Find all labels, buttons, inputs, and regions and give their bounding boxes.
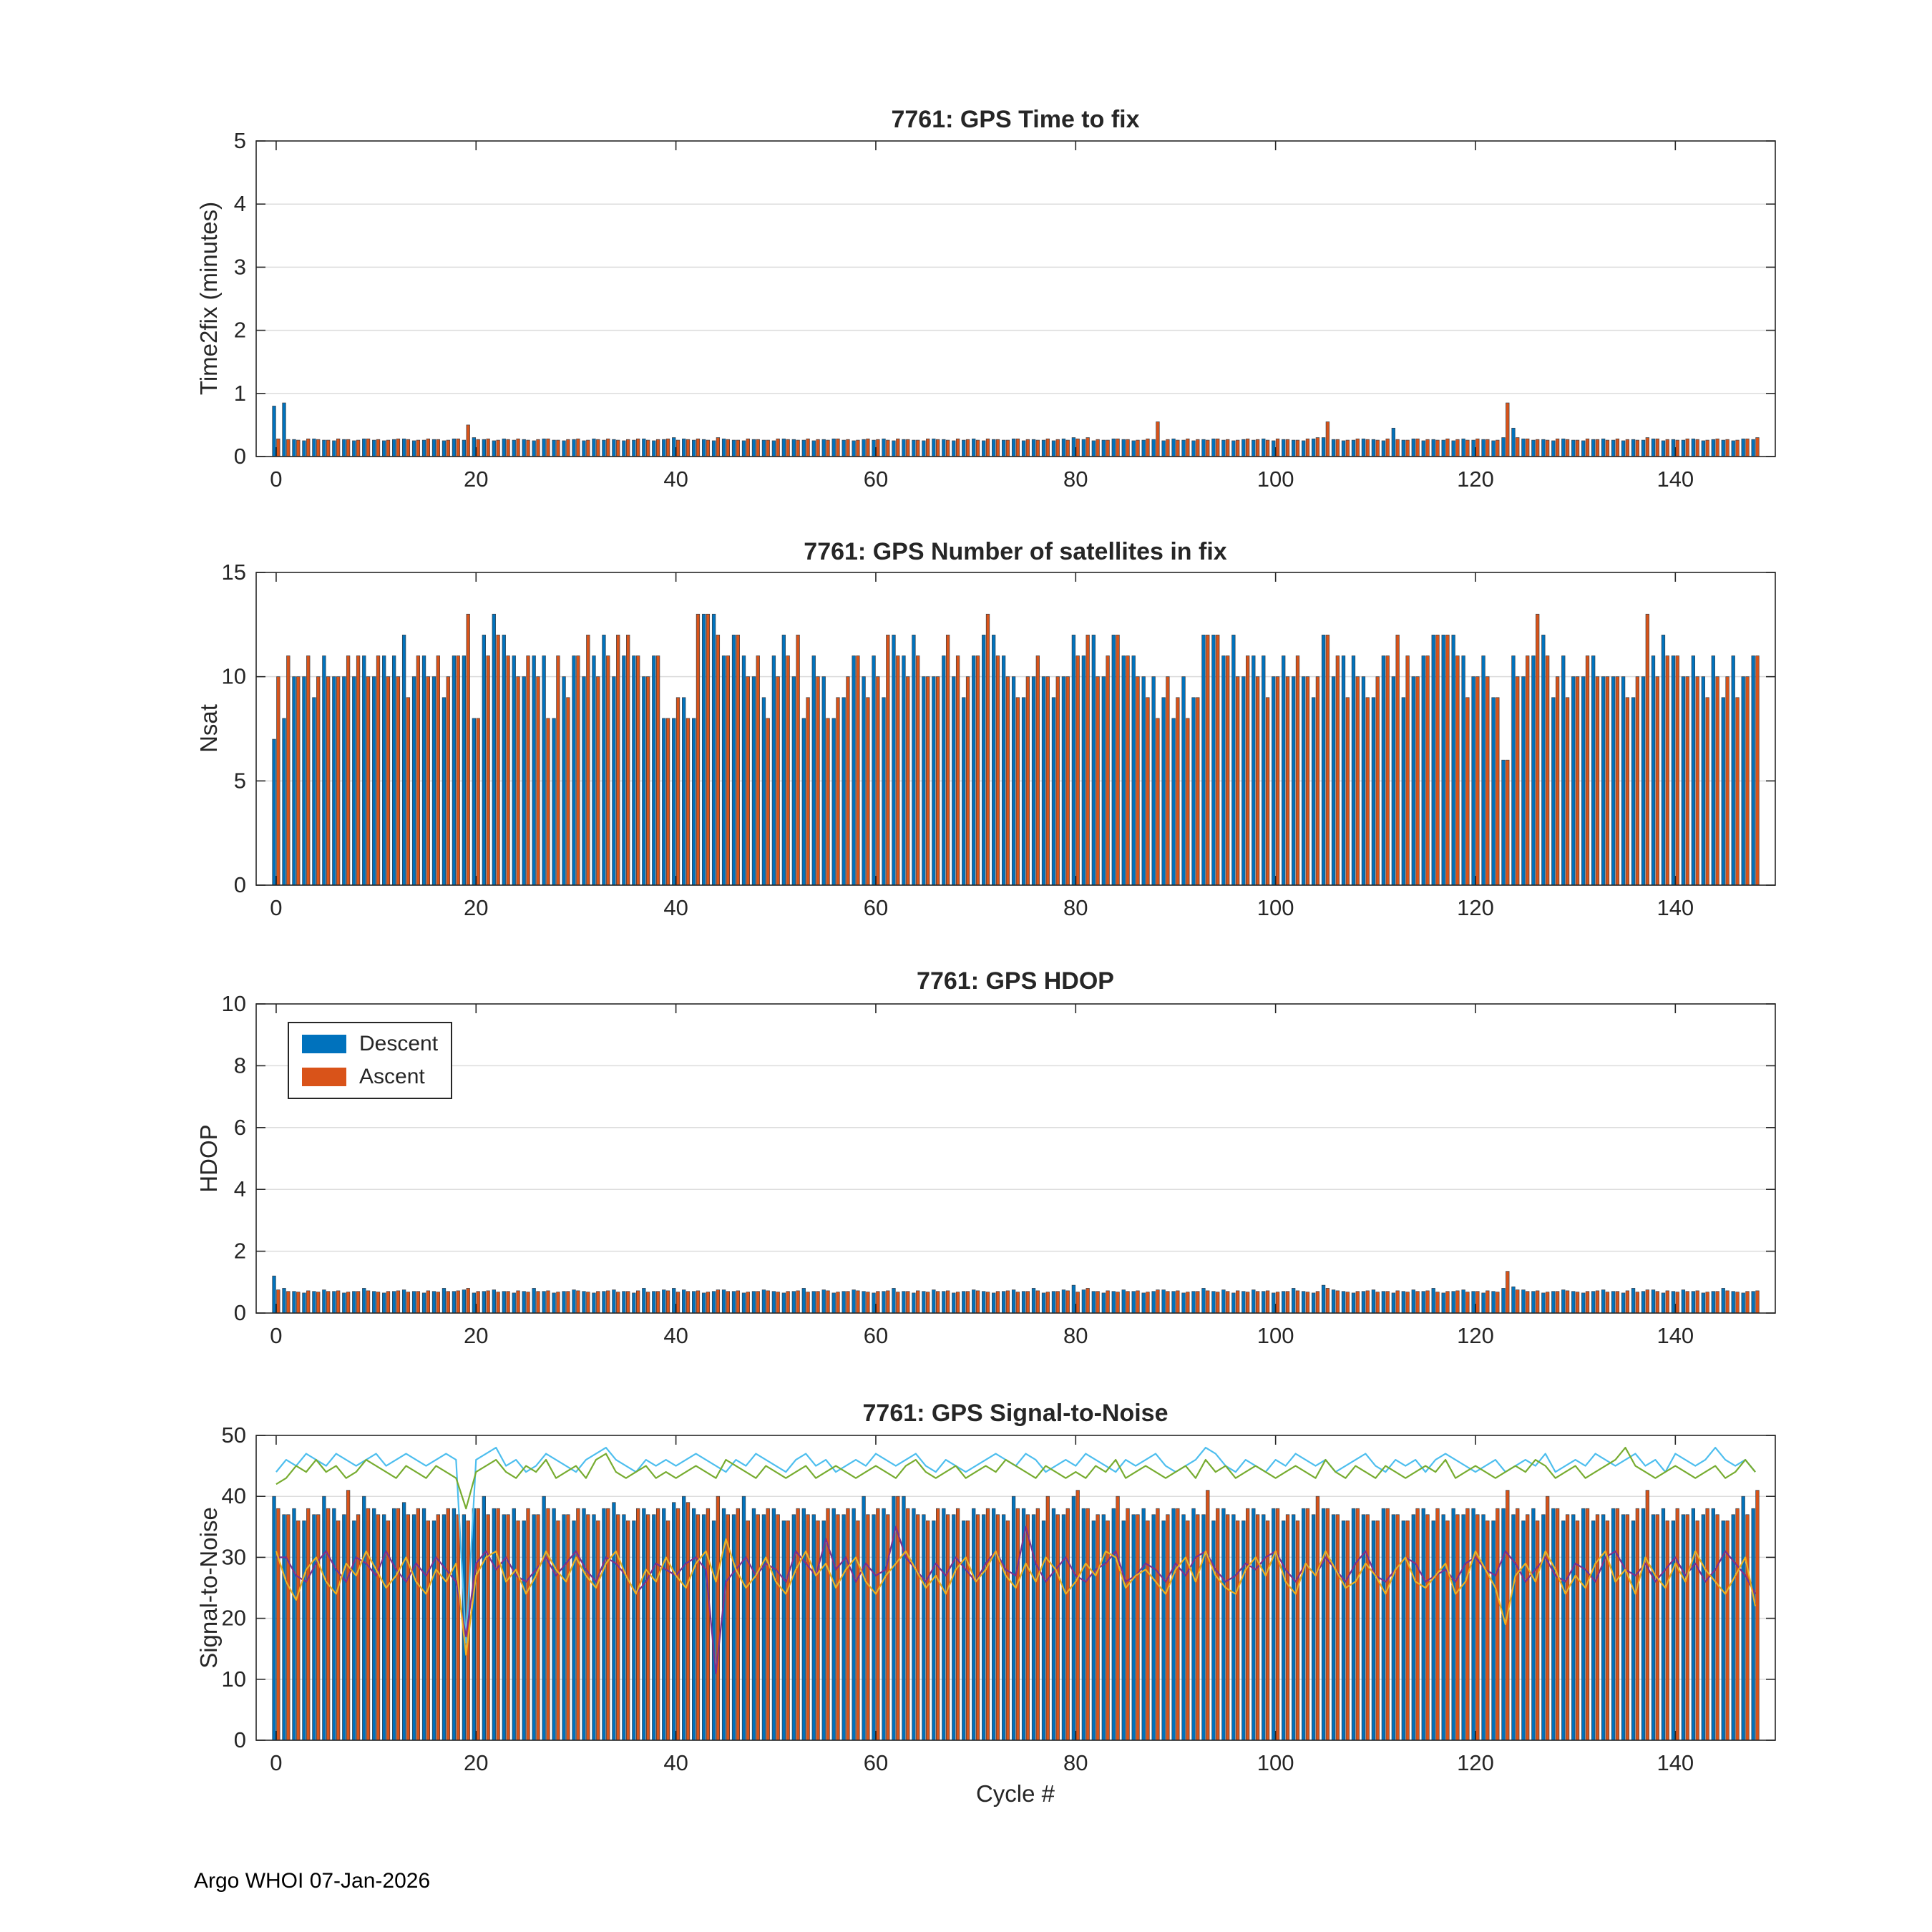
svg-text:30: 30 [222, 1544, 246, 1569]
svg-text:100: 100 [1257, 895, 1294, 920]
svg-text:40: 40 [663, 1323, 688, 1348]
svg-text:140: 140 [1657, 467, 1694, 492]
svg-text:2: 2 [234, 318, 246, 343]
chart-title-snr: 7761: GPS Signal-to-Noise [862, 1400, 1169, 1427]
footer-caption: Argo WHOI 07-Jan-2026 [194, 1869, 431, 1893]
svg-text:140: 140 [1657, 1323, 1694, 1348]
y-axis-label-hdop: HDOP [195, 1124, 222, 1193]
y-axis-label-nsat: Nsat [195, 704, 222, 753]
svg-text:10: 10 [222, 664, 246, 689]
svg-text:60: 60 [864, 1750, 888, 1775]
svg-text:1: 1 [234, 381, 246, 406]
svg-text:5: 5 [234, 768, 246, 793]
svg-text:20: 20 [464, 1323, 488, 1348]
svg-text:4: 4 [234, 191, 246, 216]
legend-label-ascent: Ascent [359, 1065, 425, 1088]
svg-text:10: 10 [222, 991, 246, 1016]
svg-text:40: 40 [222, 1483, 246, 1508]
svg-text:140: 140 [1657, 895, 1694, 920]
svg-text:100: 100 [1257, 467, 1294, 492]
svg-text:60: 60 [864, 1323, 888, 1348]
svg-text:15: 15 [222, 560, 246, 585]
svg-text:80: 80 [1063, 467, 1088, 492]
svg-text:0: 0 [270, 467, 282, 492]
svg-text:100: 100 [1257, 1750, 1294, 1775]
svg-text:20: 20 [464, 1750, 488, 1775]
svg-text:6: 6 [234, 1115, 246, 1140]
y-axis-label-snr: Signal-to-Noise [195, 1507, 222, 1669]
svg-text:0: 0 [270, 1750, 282, 1775]
svg-text:120: 120 [1457, 467, 1494, 492]
x-axis-label: Cycle # [975, 1780, 1055, 1807]
y-axis-label-time2fix: Time2fix (minutes) [195, 201, 222, 396]
chart-title-hdop: 7761: GPS HDOP [917, 967, 1114, 995]
svg-text:8: 8 [234, 1053, 246, 1078]
svg-text:140: 140 [1657, 1750, 1694, 1775]
svg-text:120: 120 [1457, 895, 1494, 920]
svg-text:0: 0 [270, 1323, 282, 1348]
chart-title-time2fix: 7761: GPS Time to fix [891, 106, 1140, 133]
svg-text:10: 10 [222, 1667, 246, 1692]
svg-text:20: 20 [222, 1606, 246, 1631]
svg-text:4: 4 [234, 1176, 246, 1201]
svg-text:0: 0 [270, 895, 282, 920]
svg-text:0: 0 [234, 444, 246, 469]
chart-title-nsat: 7761: GPS Number of satellites in fix [804, 538, 1227, 565]
descent-color-swatch [302, 1035, 346, 1053]
svg-text:80: 80 [1063, 1750, 1088, 1775]
svg-text:50: 50 [222, 1423, 246, 1448]
svg-text:20: 20 [464, 467, 488, 492]
svg-text:80: 80 [1063, 895, 1088, 920]
svg-text:3: 3 [234, 254, 246, 279]
svg-text:2: 2 [234, 1239, 246, 1264]
svg-text:60: 60 [864, 895, 888, 920]
svg-text:40: 40 [663, 1750, 688, 1775]
ascent-color-swatch [302, 1068, 346, 1086]
svg-text:40: 40 [663, 467, 688, 492]
svg-text:0: 0 [234, 872, 246, 897]
svg-text:120: 120 [1457, 1323, 1494, 1348]
svg-text:0: 0 [234, 1300, 246, 1325]
svg-text:40: 40 [663, 895, 688, 920]
svg-text:80: 80 [1063, 1323, 1088, 1348]
legend-item-ascent: Ascent [302, 1065, 438, 1089]
legend-item-descent: Descent [302, 1032, 438, 1056]
legend-label-descent: Descent [359, 1032, 439, 1055]
legend: Descent Ascent [288, 1022, 453, 1099]
svg-text:5: 5 [234, 128, 246, 153]
svg-text:20: 20 [464, 895, 488, 920]
svg-text:100: 100 [1257, 1323, 1294, 1348]
svg-text:120: 120 [1457, 1750, 1494, 1775]
svg-text:60: 60 [864, 467, 888, 492]
svg-text:0: 0 [234, 1727, 246, 1752]
